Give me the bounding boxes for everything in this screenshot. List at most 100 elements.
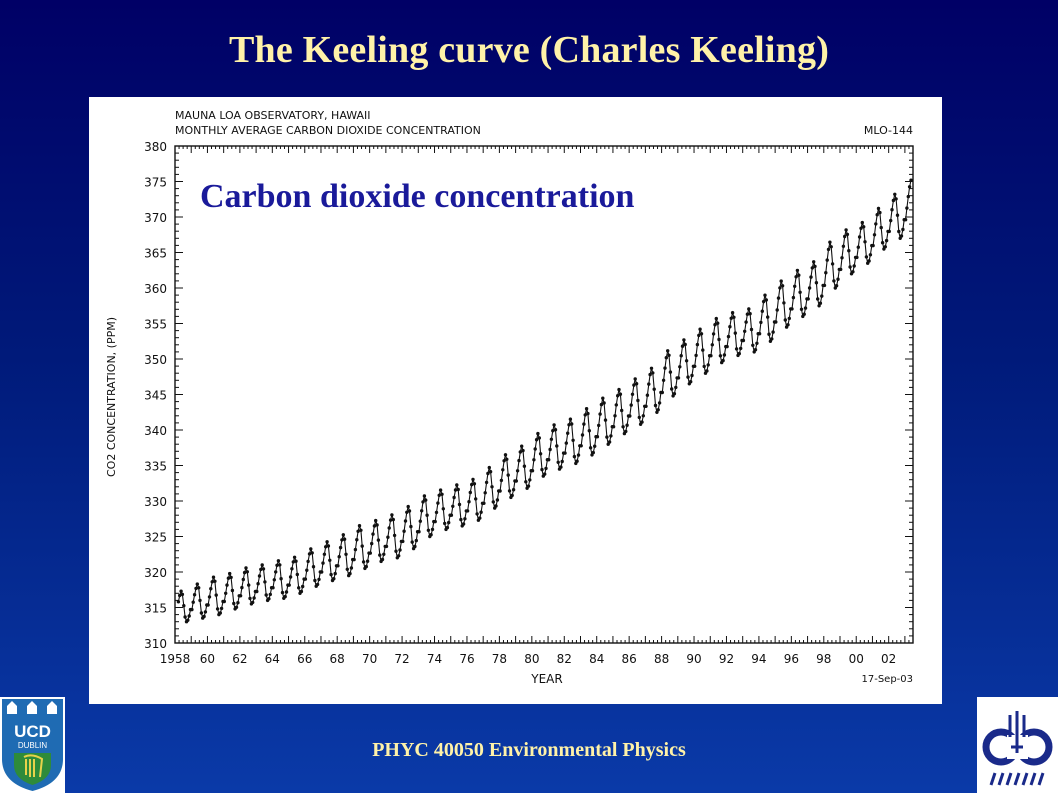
co2-point xyxy=(465,509,470,513)
co2-point xyxy=(515,469,520,473)
co2-point xyxy=(597,423,601,428)
co2-point xyxy=(297,586,301,590)
co2-point xyxy=(887,229,891,234)
co2-point xyxy=(305,568,309,572)
co2-point xyxy=(829,245,833,249)
co2-point xyxy=(290,567,294,571)
co2-point xyxy=(684,359,689,363)
co2-point xyxy=(352,557,356,562)
co2-point xyxy=(306,559,310,564)
co2-point xyxy=(602,401,606,405)
x-tick-label: 90 xyxy=(686,652,701,666)
co2-point xyxy=(845,232,850,237)
co2-point xyxy=(802,312,806,316)
co2-point xyxy=(457,502,462,507)
co2-point xyxy=(793,284,797,288)
co2-point xyxy=(601,396,605,400)
co2-point xyxy=(856,245,860,249)
co2-point xyxy=(348,571,352,576)
co2-point xyxy=(824,271,828,275)
co2-point xyxy=(291,560,295,564)
co2-point xyxy=(855,255,859,260)
co2-point xyxy=(895,213,900,217)
co2-point xyxy=(203,610,208,614)
y-tick-label: 350 xyxy=(144,353,167,367)
co2-point xyxy=(494,504,498,508)
co2-point xyxy=(840,256,844,260)
co2-point xyxy=(694,353,698,358)
co2-point xyxy=(660,390,664,395)
co2-point xyxy=(418,519,422,523)
co2-point xyxy=(711,332,716,336)
co2-point xyxy=(830,262,835,266)
co2-point xyxy=(424,498,428,502)
co2-point xyxy=(283,594,287,599)
chart-title-line-1: MAUNA LOA OBSERVATORY, HAWAII xyxy=(175,109,371,122)
x-tick-label: 72 xyxy=(394,652,409,666)
co2-point xyxy=(579,444,583,448)
co2-point xyxy=(779,279,783,283)
co2-point xyxy=(224,591,228,595)
co2-point xyxy=(667,353,671,357)
co2-point xyxy=(817,304,821,308)
co2-point xyxy=(868,253,873,257)
co2-point xyxy=(301,584,305,589)
co2-point xyxy=(356,529,360,533)
co2-point xyxy=(372,524,377,528)
co2-point xyxy=(621,425,625,429)
co2-point xyxy=(414,538,418,543)
co2-point xyxy=(628,414,632,418)
co2-point xyxy=(288,575,293,579)
co2-point xyxy=(482,501,486,505)
co2-point xyxy=(863,240,867,244)
y-tick-label: 370 xyxy=(144,211,167,225)
co2-point xyxy=(879,225,883,230)
co2-point xyxy=(897,229,901,234)
co2-point xyxy=(321,561,325,565)
co2-point xyxy=(884,238,889,243)
co2-point xyxy=(836,277,840,281)
co2-point xyxy=(537,436,541,440)
co2-point xyxy=(215,607,220,611)
y-tick-label: 325 xyxy=(144,531,167,545)
co2-point xyxy=(284,590,289,594)
co2-point xyxy=(566,431,570,435)
co2-point xyxy=(551,429,555,433)
co2-point xyxy=(632,383,636,387)
co2-point xyxy=(311,565,316,569)
co2-point xyxy=(178,593,182,598)
co2-point xyxy=(661,378,666,382)
co2-point xyxy=(748,312,752,316)
co2-point xyxy=(341,533,345,537)
co2-point xyxy=(883,245,887,249)
co2-point xyxy=(455,483,459,487)
co2-point xyxy=(760,309,764,313)
co2-point xyxy=(353,547,358,552)
co2-point xyxy=(329,572,333,577)
co2-point xyxy=(657,401,662,405)
co2-point xyxy=(672,392,677,396)
co2-point xyxy=(274,570,278,574)
co2-point xyxy=(560,459,564,464)
co2-point xyxy=(441,507,445,511)
co2-point xyxy=(540,467,544,472)
co2-point xyxy=(668,370,673,374)
co2-point xyxy=(195,582,199,586)
y-tick-label: 360 xyxy=(144,282,167,296)
co2-point xyxy=(310,551,314,555)
co2-point xyxy=(292,555,297,559)
co2-point xyxy=(552,423,556,427)
co2-point xyxy=(759,320,763,325)
co2-point xyxy=(342,537,347,541)
co2-point xyxy=(732,315,736,319)
co2-point xyxy=(564,441,568,445)
co2-point xyxy=(834,284,839,288)
co2-point xyxy=(338,545,343,550)
co2-point xyxy=(222,599,226,604)
co2-point xyxy=(901,227,905,232)
co2-point xyxy=(767,332,771,336)
co2-point xyxy=(894,197,898,201)
co2-point xyxy=(653,403,658,408)
co2-point xyxy=(644,404,648,408)
co2-point xyxy=(255,589,259,594)
